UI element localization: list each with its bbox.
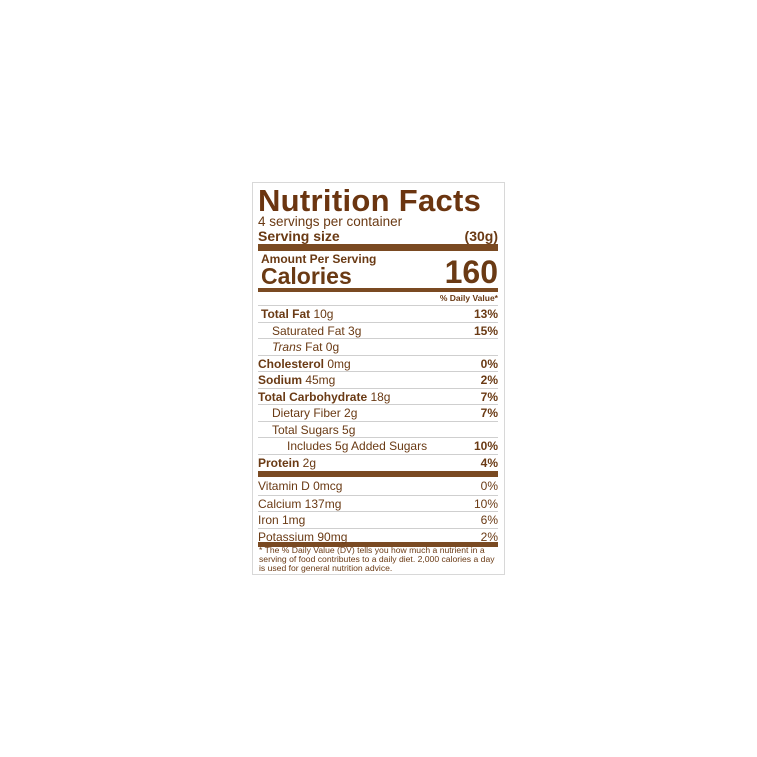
nutrient-bold: Total Carbohydrate (258, 389, 368, 404)
nutrient-name: Saturated Fat 3g (272, 323, 361, 339)
nutrient-row: Sodium 45mg 2% (258, 371, 498, 388)
nutrient-bold: Protein (258, 455, 300, 470)
nutrient-row: Protein 2g 4% (258, 453, 498, 471)
daily-value-header: % Daily Value* (439, 293, 498, 303)
nutrient-amount: 18g (367, 389, 391, 404)
nutrient-row: Saturated Fat 3g 15% (258, 321, 498, 339)
nutrient-name: Cholesterol 0mg (258, 356, 351, 372)
thick-divider (258, 244, 498, 251)
nutrition-facts-label: Nutrition Facts 4 servings per container… (252, 182, 505, 575)
calories-label: Calories (261, 263, 352, 289)
vitamin-row: Vitamin D 0mcg 0% (258, 478, 498, 494)
vitamin-name: Calcium 137mg (258, 496, 342, 511)
nutrient-row: Total Sugars 5g (258, 420, 498, 438)
nutrient-name: Total Sugars 5g (272, 422, 355, 438)
vitamin-row: Iron 1mg 6% (258, 511, 498, 528)
nutrient-amount: Includes 5g Added Sugars (287, 439, 428, 453)
nutrient-amount: 10g (310, 307, 334, 321)
nutrient-row: Total Fat 10g 13% (258, 305, 498, 322)
label-title: Nutrition Facts (258, 183, 482, 218)
vitamin-name: Vitamin D 0mcg (258, 479, 343, 493)
nutrient-row: Trans Fat 0g (258, 338, 498, 355)
nutrient-dv: 13% (473, 307, 498, 321)
nutrient-dv: 0% (480, 356, 498, 371)
nutrient-amount: 45mg (302, 373, 336, 387)
vitamin-dv: 6% (480, 513, 498, 527)
nutrient-name: Includes 5g Added Sugars (287, 438, 427, 454)
vitamin-dv: 10% (473, 496, 498, 511)
vitamin-name: Potassium 90mg (258, 529, 348, 544)
nutrient-bold: Cholesterol (258, 356, 325, 371)
nutrient-row: Cholesterol 0mg 0% (258, 354, 498, 372)
vitamin-row: Potassium 90mg 2% (258, 527, 498, 545)
vitamin-dv: 2% (480, 529, 498, 544)
nutrient-amount: Fat 0g (301, 340, 340, 354)
thick-divider (258, 471, 498, 477)
nutrient-name: Dietary Fiber 2g (272, 405, 357, 421)
nutrient-amount: Total Sugars 5g (272, 422, 356, 437)
servings-per-container: 4 servings per container (258, 214, 403, 229)
nutrient-row: Includes 5g Added Sugars 10% (258, 437, 498, 454)
nutrient-dv: 15% (473, 323, 498, 338)
calories-value: 160 (444, 254, 498, 290)
nutrient-name: Total Fat 10g (261, 306, 333, 322)
nutrient-amount: 0mg (324, 356, 351, 371)
nutrient-name: Total Carbohydrate 18g (258, 389, 390, 405)
nutrient-name: Trans Fat 0g (272, 339, 339, 355)
vitamin-dv: 0% (480, 479, 498, 493)
nutrient-name: Protein 2g (258, 455, 316, 471)
nutrient-row: Dietary Fiber 2g 7% (258, 404, 498, 421)
nutrient-dv: 7% (480, 389, 498, 404)
nutrient-amount: Dietary Fiber 2g (272, 406, 358, 420)
vitamin-name: Iron 1mg (258, 513, 306, 527)
nutrient-bold: Total Fat (261, 307, 311, 321)
vitamin-row: Calcium 137mg 10% (258, 494, 498, 512)
nutrient-amount: Saturated Fat 3g (272, 323, 362, 338)
medium-divider (258, 288, 498, 292)
nutrient-name: Sodium 45mg (258, 372, 335, 388)
serving-size-label: Serving size (258, 228, 340, 244)
nutrient-italic: Trans (272, 340, 302, 354)
medium-divider (258, 542, 498, 547)
nutrient-amount: 2g (299, 455, 317, 470)
nutrient-dv: 7% (480, 406, 498, 420)
nutrient-dv: 4% (480, 455, 498, 470)
nutrient-bold: Sodium (258, 373, 302, 387)
nutrient-row: Total Carbohydrate 18g 7% (258, 387, 498, 405)
nutrient-dv: 2% (480, 373, 498, 387)
footnote: * The % Daily Value (DV) tells you how m… (259, 545, 495, 573)
serving-size-value: (30g) (464, 228, 498, 244)
nutrient-dv: 10% (473, 439, 498, 453)
amount-per-serving: Amount Per Serving (261, 252, 377, 266)
